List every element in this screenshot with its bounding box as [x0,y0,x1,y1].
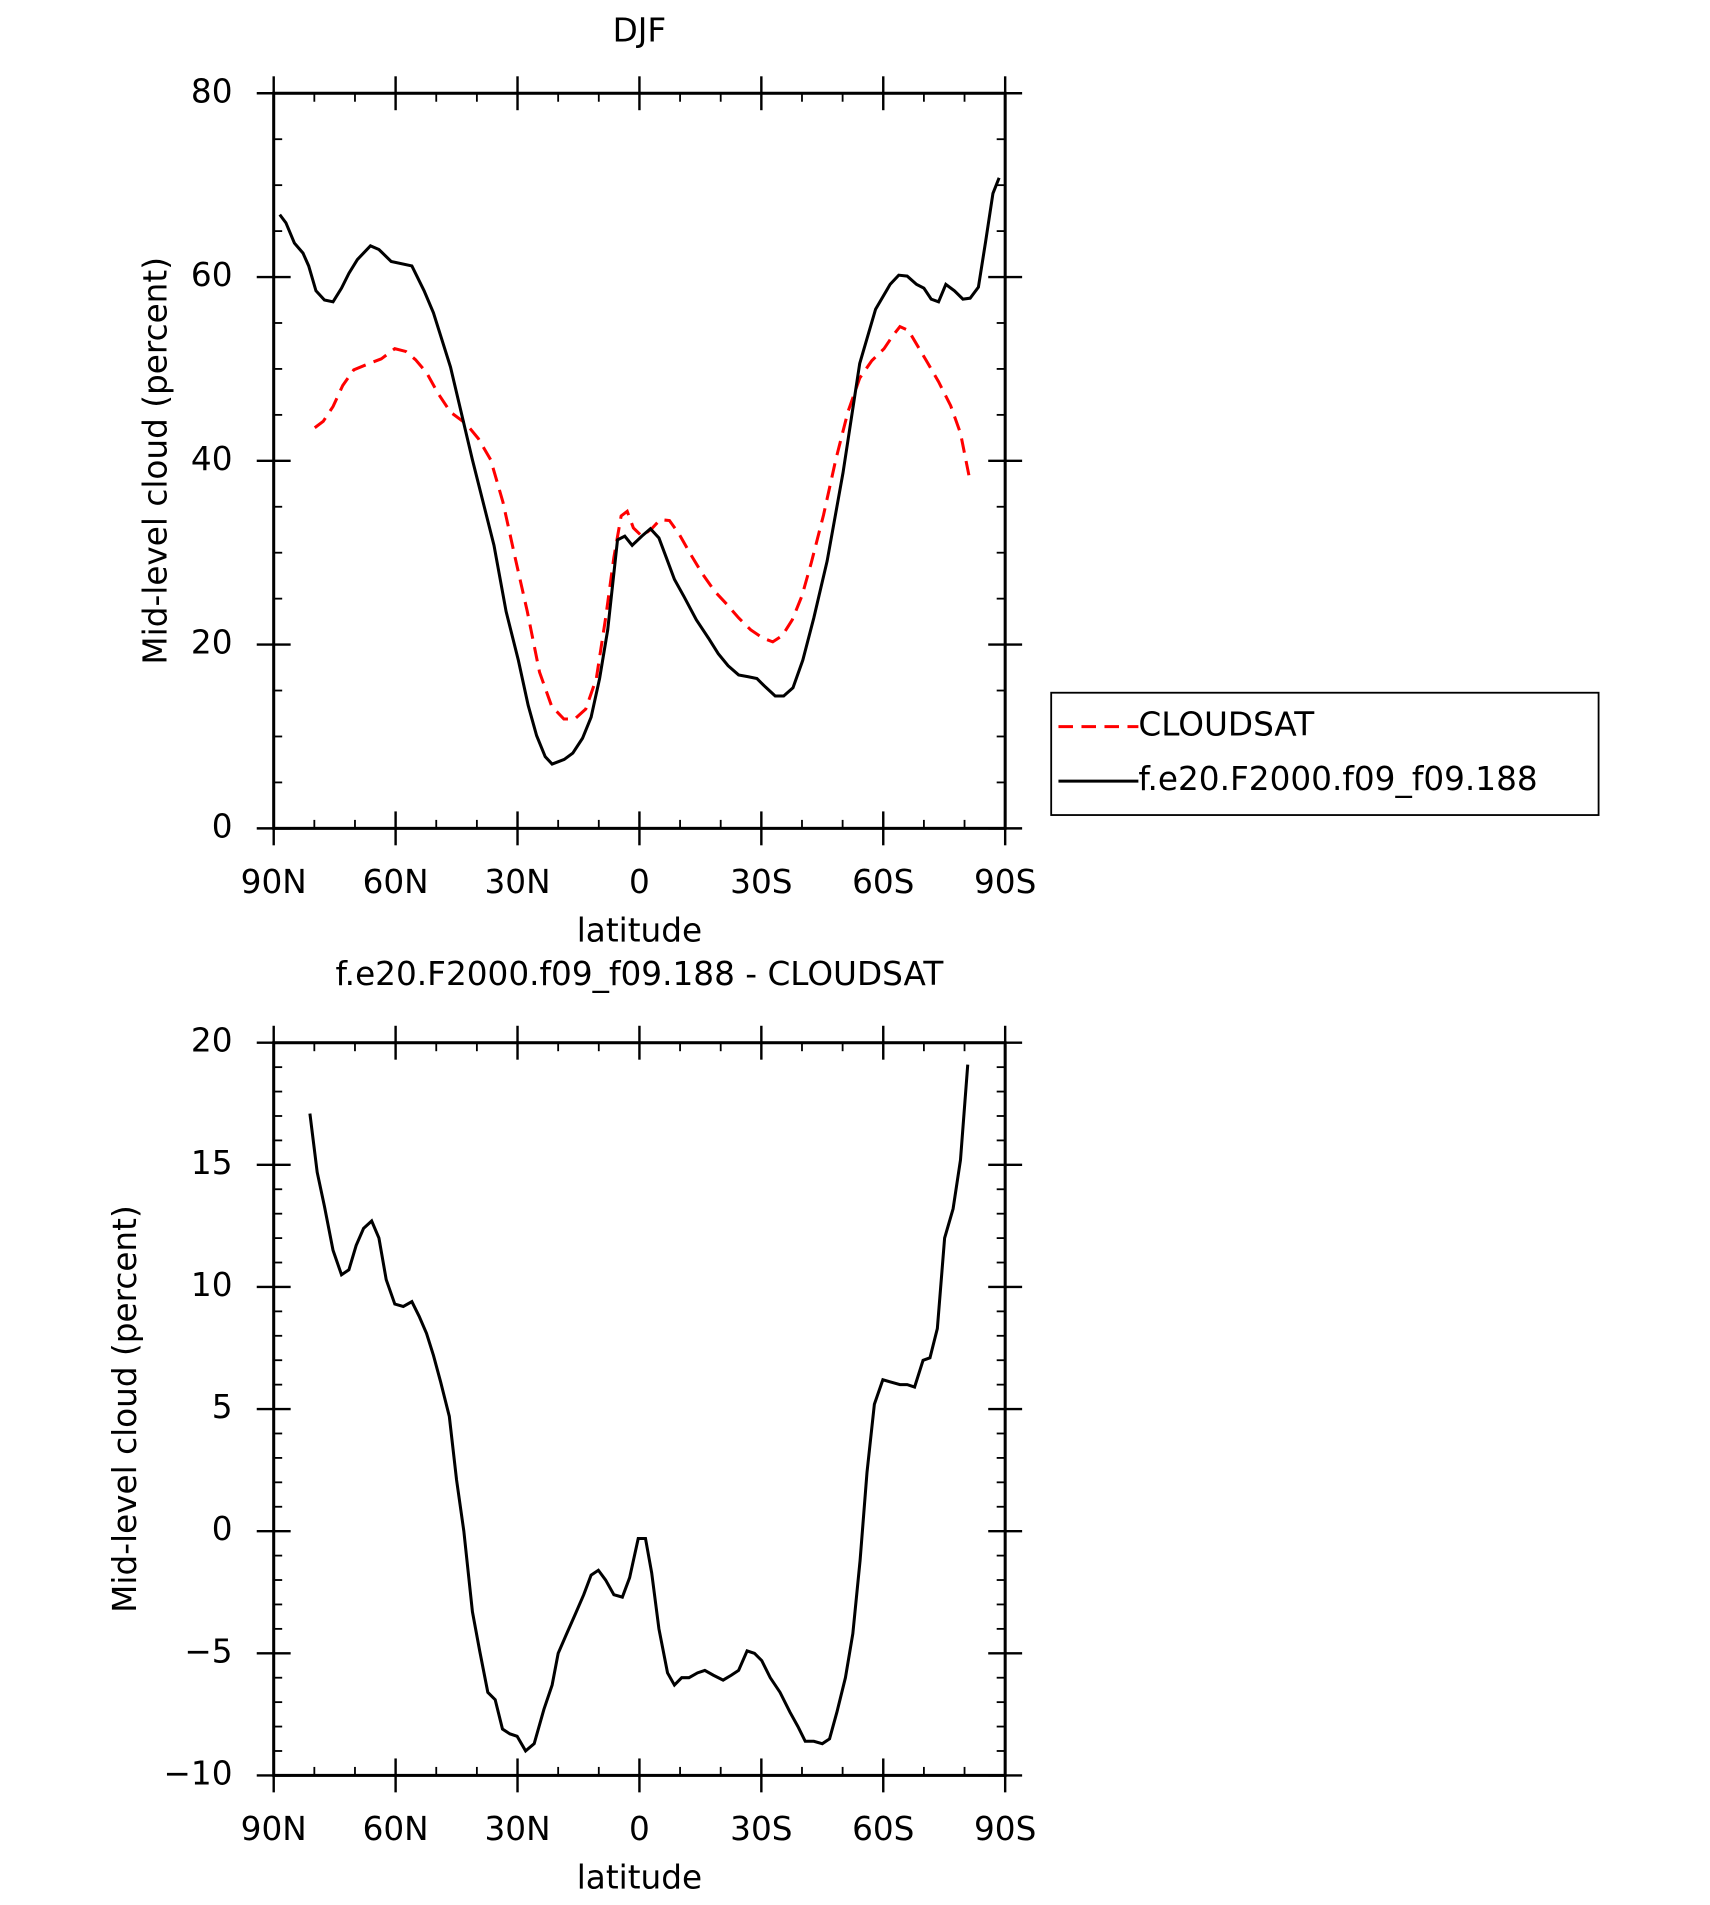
x-tick-label: 90N [241,863,307,901]
legend-label: f.e20.F2000.f09_f09.188 [1138,760,1537,798]
y-tick-label: 20 [191,624,233,662]
x-tick-label: 0 [629,1810,650,1848]
y-axis-label: Mid-level cloud (percent) [106,1205,144,1613]
plot-frame [272,91,1007,830]
x-tick-label: 0 [629,863,650,901]
y-tick-label: 5 [212,1388,233,1426]
y-axis-label: Mid-level cloud (percent) [136,257,174,665]
x-tick-label: 30S [730,1810,792,1848]
y-tick-label: 40 [191,440,233,478]
x-tick-label: 30N [484,863,550,901]
y-tick-label: 0 [212,1510,233,1548]
y-tick-label: 15 [191,1144,233,1182]
data-line [308,1064,970,1754]
y-tick-label: 20 [191,1022,233,1060]
legend-label: CLOUDSAT [1138,706,1315,744]
legend-box [1050,691,1600,816]
y-tick-label: 10 [191,1266,233,1304]
chart-title: f.e20.F2000.f09_f09.188 - CLOUDSAT [336,955,945,993]
x-tick-label: 60S [852,1810,914,1848]
x-tick-label: 90S [974,1810,1036,1848]
x-tick-label: 60N [363,863,429,901]
x-tick-label: 60N [363,1810,429,1848]
x-tick-label: 30N [484,1810,550,1848]
x-tick-label: 90S [974,863,1036,901]
y-tick-label: 60 [191,256,233,294]
y-tick-label: 80 [191,72,233,110]
y-tick-label: 0 [212,807,233,845]
plot-frame [272,1041,1007,1777]
chart-title: DJF [613,12,667,50]
x-axis-label: latitude [577,1859,702,1897]
data-line [278,177,1001,766]
x-axis-label: latitude [577,912,702,950]
x-tick-label: 90N [241,1810,307,1848]
data-line [313,324,971,721]
x-tick-label: 60S [852,863,914,901]
y-tick-label: −10 [164,1754,233,1792]
x-tick-label: 30S [730,863,792,901]
y-tick-label: −5 [184,1632,232,1670]
